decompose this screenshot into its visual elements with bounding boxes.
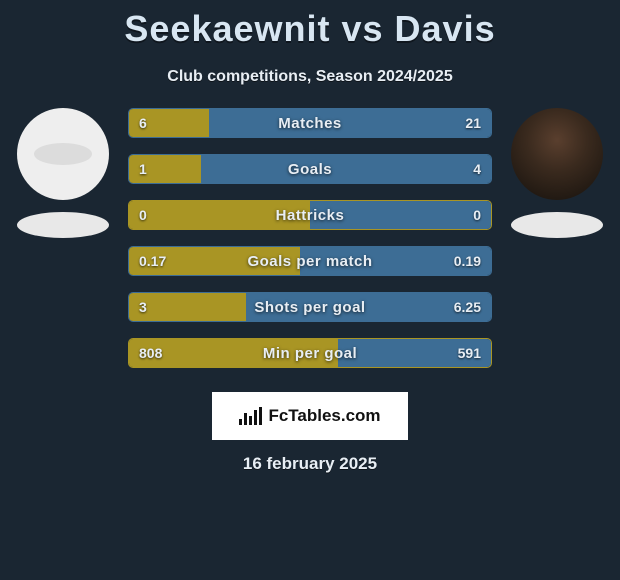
stat-label: Goals [129,155,491,183]
right-player-name-pill [511,212,603,238]
stat-row: 36.25Shots per goal [128,292,492,322]
left-player-column [8,108,118,238]
avatar-placeholder-icon [34,143,92,165]
stat-bars: 621Matches 14Goals 00Hattricks 0.170.19Goal… [118,108,502,384]
stat-row: 621Matches [128,108,492,138]
stat-label: Min per goal [129,339,491,367]
comparison-container: 621Matches 14Goals 00Hattricks 0.170.19Goal… [0,108,620,384]
page-title: Seekaewnit vs Davis [0,0,620,50]
watermark-text: FcTables.com [268,406,380,426]
stat-label: Goals per match [129,247,491,275]
bar-chart-icon [239,407,262,425]
left-player-name-pill [17,212,109,238]
stat-row: 00Hattricks [128,200,492,230]
right-player-avatar [511,108,603,200]
right-player-column [502,108,612,238]
stat-label: Hattricks [129,201,491,229]
stat-row: 808591Min per goal [128,338,492,368]
stat-row: 14Goals [128,154,492,184]
stat-label: Shots per goal [129,293,491,321]
stat-label: Matches [129,109,491,137]
page-subtitle: Club competitions, Season 2024/2025 [0,68,620,86]
stat-row: 0.170.19Goals per match [128,246,492,276]
date-text: 16 february 2025 [0,454,620,474]
left-player-avatar [17,108,109,200]
watermark: FcTables.com [212,392,408,440]
